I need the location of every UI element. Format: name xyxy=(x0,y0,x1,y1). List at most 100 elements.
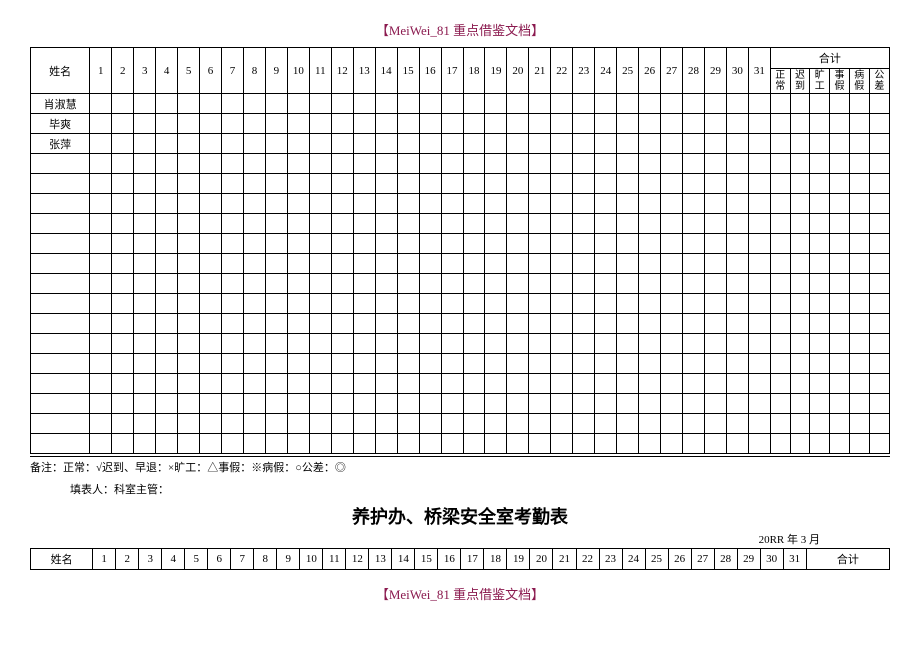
data-cell xyxy=(353,434,375,454)
data-cell xyxy=(661,134,683,154)
data-cell xyxy=(790,314,810,334)
data-cell xyxy=(529,354,551,374)
data-cell xyxy=(790,214,810,234)
data-cell xyxy=(770,334,790,354)
data-cell xyxy=(573,134,595,154)
data-cell xyxy=(265,354,287,374)
data-cell xyxy=(419,354,441,374)
data-cell xyxy=(485,114,507,134)
data-cell xyxy=(200,394,222,414)
data-cell xyxy=(661,214,683,234)
data-cell xyxy=(134,234,156,254)
data-cell xyxy=(243,434,265,454)
data-cell xyxy=(683,294,705,314)
data-cell xyxy=(869,414,889,434)
data-cell xyxy=(810,134,830,154)
col-day: 20 xyxy=(507,48,529,94)
data-cell xyxy=(810,234,830,254)
data-cell xyxy=(375,114,397,134)
name-cell xyxy=(31,234,90,254)
data-cell xyxy=(156,134,178,154)
data-cell xyxy=(90,334,112,354)
data-cell xyxy=(178,314,200,334)
col-day: 15 xyxy=(397,48,419,94)
data-cell xyxy=(243,374,265,394)
data-cell xyxy=(178,274,200,294)
data-cell xyxy=(485,234,507,254)
data-cell xyxy=(134,314,156,334)
data-cell xyxy=(243,294,265,314)
subcol: 病假 xyxy=(849,69,869,94)
data-cell xyxy=(375,374,397,394)
data-cell xyxy=(485,334,507,354)
data-cell xyxy=(112,174,134,194)
data-cell xyxy=(156,274,178,294)
data-cell xyxy=(639,234,661,254)
data-cell xyxy=(265,174,287,194)
data-cell xyxy=(485,374,507,394)
data-cell xyxy=(869,314,889,334)
data-cell xyxy=(397,394,419,414)
data-cell xyxy=(529,294,551,314)
col-total-header: 合计 xyxy=(770,48,889,69)
data-cell xyxy=(748,174,770,194)
data-cell xyxy=(726,374,748,394)
data-cell xyxy=(683,214,705,234)
data-cell xyxy=(156,354,178,374)
data-cell xyxy=(200,354,222,374)
data-cell xyxy=(419,254,441,274)
data-cell xyxy=(639,374,661,394)
data-cell xyxy=(265,274,287,294)
col-total-header-2: 合计 xyxy=(806,549,889,570)
data-cell xyxy=(810,434,830,454)
data-cell xyxy=(265,334,287,354)
data-cell xyxy=(200,294,222,314)
data-cell xyxy=(265,294,287,314)
data-cell xyxy=(112,434,134,454)
data-cell xyxy=(573,354,595,374)
data-cell xyxy=(353,234,375,254)
data-cell xyxy=(419,374,441,394)
name-cell xyxy=(31,194,90,214)
data-cell xyxy=(200,434,222,454)
data-cell xyxy=(200,374,222,394)
data-cell xyxy=(507,194,529,214)
attendance-table-2: 姓名 1 2 3 4 5 6 7 8 9 10 11 12 13 14 15 1… xyxy=(30,548,890,570)
data-cell xyxy=(790,274,810,294)
data-cell xyxy=(770,94,790,114)
data-cell xyxy=(200,194,222,214)
data-cell xyxy=(353,314,375,334)
data-cell xyxy=(507,414,529,434)
data-cell xyxy=(661,194,683,214)
col-day: 13 xyxy=(369,549,392,570)
data-cell xyxy=(595,114,617,134)
data-cell xyxy=(617,154,639,174)
data-cell xyxy=(661,234,683,254)
data-cell xyxy=(683,414,705,434)
col-day: 23 xyxy=(599,549,622,570)
data-cell xyxy=(134,114,156,134)
data-cell xyxy=(331,434,353,454)
data-cell xyxy=(770,294,790,314)
data-cell xyxy=(748,434,770,454)
col-day: 17 xyxy=(441,48,463,94)
data-cell xyxy=(441,94,463,114)
data-cell xyxy=(463,294,485,314)
data-cell xyxy=(551,154,573,174)
name-cell xyxy=(31,274,90,294)
data-cell xyxy=(485,274,507,294)
data-cell xyxy=(463,254,485,274)
data-cell xyxy=(112,414,134,434)
data-cell xyxy=(849,274,869,294)
data-cell xyxy=(397,294,419,314)
data-cell xyxy=(309,254,331,274)
data-cell xyxy=(375,434,397,454)
data-cell xyxy=(869,274,889,294)
data-cell xyxy=(770,374,790,394)
doc-footer: 【MeiWei_81 重点借鉴文档】 xyxy=(30,584,890,603)
data-cell xyxy=(331,414,353,434)
data-cell xyxy=(573,214,595,234)
data-cell xyxy=(287,234,309,254)
data-cell xyxy=(331,394,353,414)
data-cell xyxy=(705,254,727,274)
